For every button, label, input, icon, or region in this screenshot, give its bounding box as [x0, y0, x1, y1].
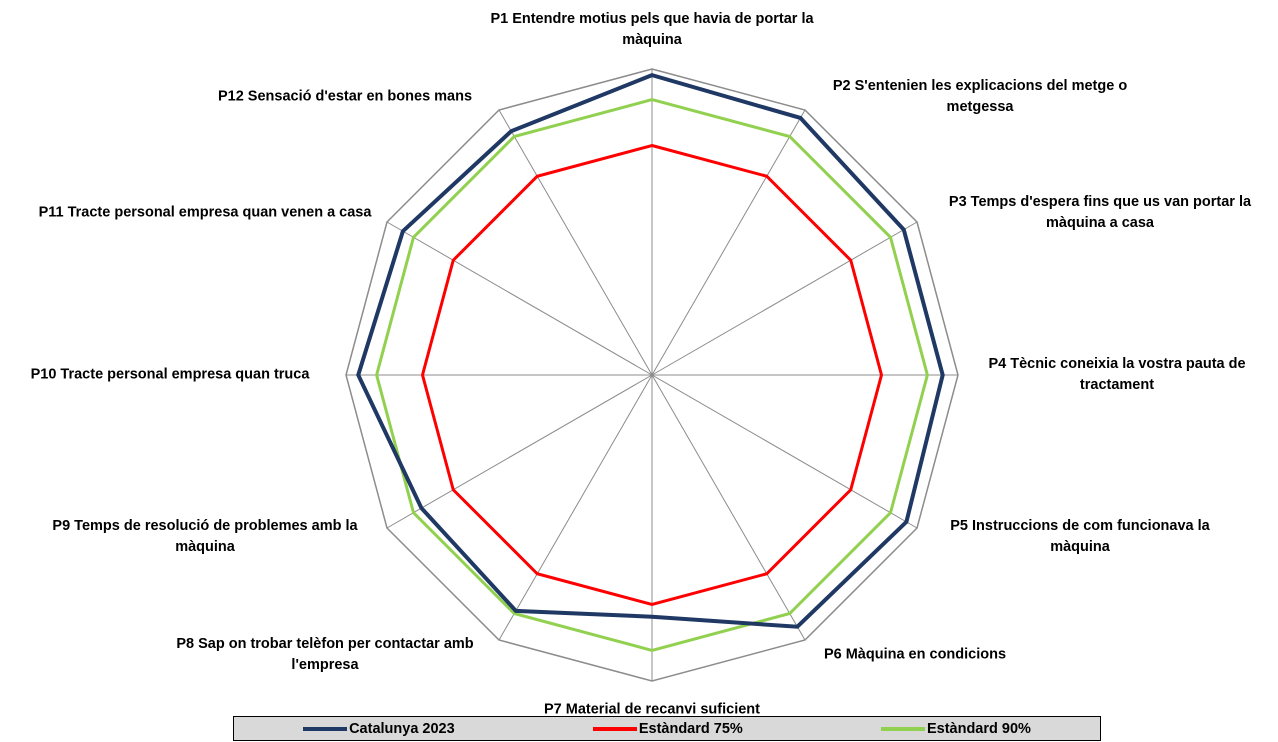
axis-label: P9 Temps de resolució de problemes amb l… [52, 518, 358, 555]
spoke [651, 109, 806, 376]
legend-item: Catalunya 2023 [303, 721, 455, 737]
axis-label: P12 Sensació d'estar en bones mans [217, 88, 473, 105]
spoke [651, 221, 918, 376]
legend-swatch [303, 726, 348, 731]
series-line [356, 73, 945, 629]
axis-label: P4 Tècnic coneixia la vostra pauta de tr… [988, 356, 1246, 393]
axis-label: P8 Sap on trobar telèfon per contactar a… [176, 636, 474, 673]
axis-label: P6 Màquina en condicions [823, 646, 1007, 663]
spoke [498, 374, 653, 641]
legend-label: Estàndard 90% [926, 720, 1031, 737]
spoke [498, 109, 653, 376]
axis-label: P5 Instruccions de com funcionava la màq… [950, 518, 1210, 555]
axis-label: P10 Tracte personal empresa quan truca [30, 366, 310, 383]
series-line [420, 143, 884, 607]
legend-swatch [880, 726, 925, 731]
spoke [651, 374, 918, 529]
axis-label: P3 Temps d'espera fins que us van portar… [948, 194, 1252, 231]
legend-label: Catalunya 2023 [349, 720, 455, 737]
axis-label: P7 Material de recanvi suficient [544, 701, 760, 718]
spoke [386, 221, 653, 376]
legend-item: Estàndard 75% [592, 720, 743, 737]
legend-label: Estàndard 75% [638, 720, 743, 737]
axis-label: P1 Entendre motius pels que havia de por… [490, 11, 814, 48]
legend-item: Estàndard 90% [880, 720, 1031, 737]
spoke [386, 374, 653, 529]
axis-label: P2 S'entenien les explicacions del metge… [832, 78, 1128, 115]
spoke [651, 374, 806, 641]
axis-label: P11 Tracte personal empresa quan venen a… [38, 204, 372, 221]
legend: Catalunya 2023 Estàndard 75% Estàndard 90% [233, 716, 1101, 741]
legend-swatch [592, 726, 637, 731]
series-line [375, 98, 929, 652]
